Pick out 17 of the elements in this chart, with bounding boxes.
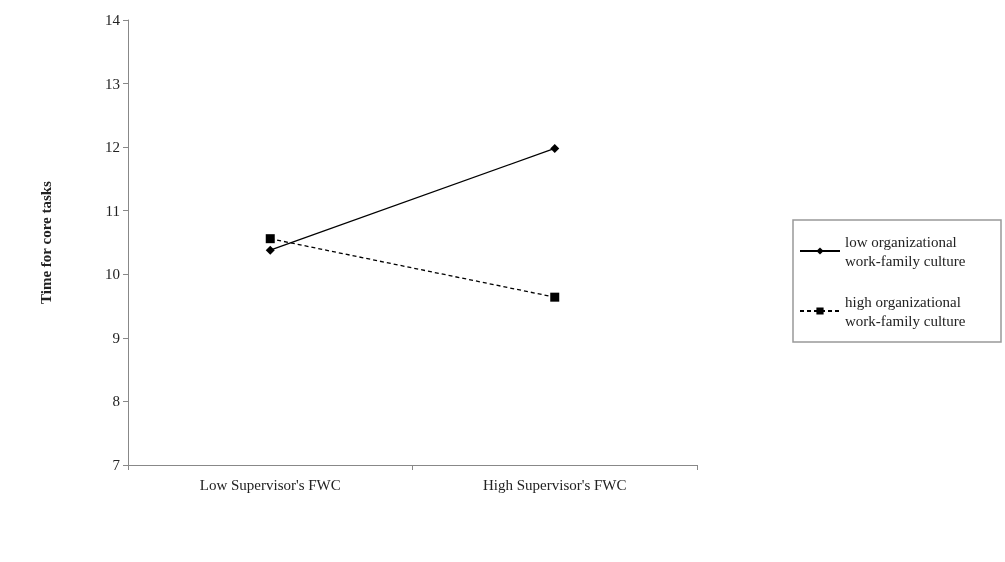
legend-label: high organizational work-family culture: [845, 293, 966, 329]
y-tick-label: 7: [112, 457, 121, 473]
x-tick-label: High Supervisor's FWC: [482, 476, 627, 493]
point: [265, 245, 275, 255]
point: [550, 143, 560, 153]
x-tick-label: Low Supervisor's FWC: [199, 476, 341, 493]
legend-label: low organizational work-family culture: [845, 233, 966, 269]
y-tick-label: 9: [112, 329, 120, 346]
y-tick-label: 12: [105, 139, 120, 156]
point: [265, 234, 275, 244]
y-tick-label: 13: [105, 75, 120, 92]
y-tick-label: 11: [105, 202, 120, 219]
y-tick-label: 8: [112, 393, 120, 410]
y-axis-title: Time for core tasks: [37, 180, 54, 304]
y-tick-label: 10: [105, 266, 120, 283]
y-tick-label: 14: [105, 12, 121, 28]
point: [550, 292, 560, 302]
